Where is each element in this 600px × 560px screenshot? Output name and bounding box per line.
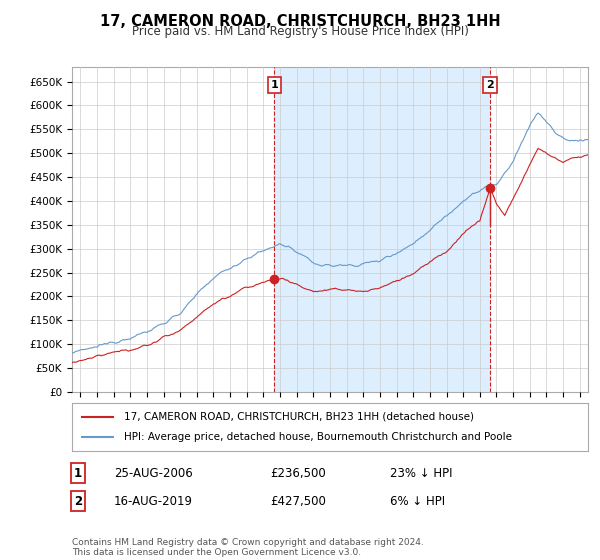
Text: £427,500: £427,500 bbox=[270, 494, 326, 508]
Text: 23% ↓ HPI: 23% ↓ HPI bbox=[390, 466, 452, 480]
Text: 2: 2 bbox=[74, 494, 82, 508]
Text: 2: 2 bbox=[486, 80, 494, 90]
Text: 16-AUG-2019: 16-AUG-2019 bbox=[114, 494, 193, 508]
Text: 17, CAMERON ROAD, CHRISTCHURCH, BH23 1HH (detached house): 17, CAMERON ROAD, CHRISTCHURCH, BH23 1HH… bbox=[124, 412, 473, 422]
Text: 25-AUG-2006: 25-AUG-2006 bbox=[114, 466, 193, 480]
Text: Price paid vs. HM Land Registry's House Price Index (HPI): Price paid vs. HM Land Registry's House … bbox=[131, 25, 469, 38]
Text: £236,500: £236,500 bbox=[270, 466, 326, 480]
Text: 17, CAMERON ROAD, CHRISTCHURCH, BH23 1HH: 17, CAMERON ROAD, CHRISTCHURCH, BH23 1HH bbox=[100, 14, 500, 29]
Text: 6% ↓ HPI: 6% ↓ HPI bbox=[390, 494, 445, 508]
Text: HPI: Average price, detached house, Bournemouth Christchurch and Poole: HPI: Average price, detached house, Bour… bbox=[124, 432, 512, 442]
Bar bbox=[274, 67, 490, 392]
Text: 1: 1 bbox=[74, 466, 82, 480]
Text: 1: 1 bbox=[271, 80, 278, 90]
Text: Contains HM Land Registry data © Crown copyright and database right 2024.
This d: Contains HM Land Registry data © Crown c… bbox=[72, 538, 424, 557]
